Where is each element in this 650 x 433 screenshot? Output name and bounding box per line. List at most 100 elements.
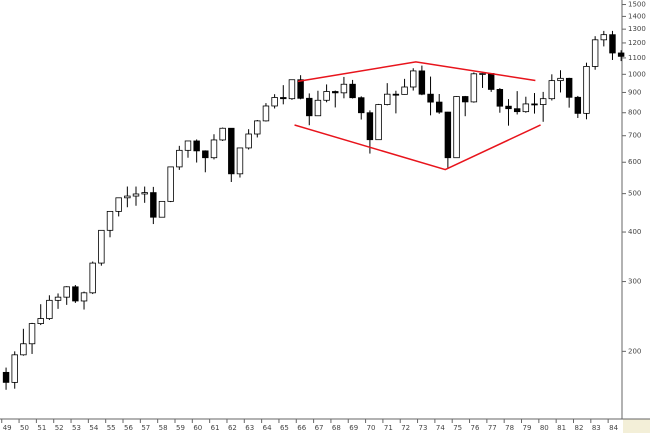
candle-body xyxy=(522,103,530,113)
candle-body xyxy=(366,112,374,141)
candle-body xyxy=(384,93,391,105)
x-tick-label: 69 xyxy=(349,424,358,432)
x-tick-label: 51 xyxy=(37,424,46,432)
candle-body xyxy=(349,83,356,99)
x-tick-label: 82 xyxy=(574,424,583,432)
trendline xyxy=(297,61,536,83)
candle-body xyxy=(410,70,417,88)
y-tick-label: 400 xyxy=(628,228,641,236)
candle-body xyxy=(479,73,486,75)
candle-body xyxy=(444,111,452,159)
x-tick-label: 66 xyxy=(297,424,306,432)
candle-body xyxy=(306,97,313,117)
x-tick-label: 60 xyxy=(193,424,202,432)
y-tick-label: 800 xyxy=(628,109,641,117)
candle-body xyxy=(358,97,365,114)
y-tick-label: 300 xyxy=(628,278,641,286)
candle-body xyxy=(141,192,148,195)
candle-body xyxy=(132,193,140,197)
x-tick-label: 83 xyxy=(592,424,601,432)
x-tick-label: 80 xyxy=(540,424,549,432)
y-tick-label: 700 xyxy=(628,132,641,140)
candle-body xyxy=(72,286,79,302)
x-tick-label: 65 xyxy=(280,424,289,432)
x-tick-label: 71 xyxy=(384,424,393,432)
candle-body xyxy=(565,77,573,98)
candle-body xyxy=(271,97,278,107)
x-tick-label: 57 xyxy=(141,424,150,432)
y-tick-label: 200 xyxy=(628,347,641,355)
candle-body xyxy=(37,318,44,324)
candle-body xyxy=(427,93,434,103)
x-tick-label: 76 xyxy=(471,424,480,432)
candle-body xyxy=(219,127,226,141)
y-tick-label: 900 xyxy=(628,88,641,96)
candle-body xyxy=(557,77,564,82)
x-tick-label: 72 xyxy=(401,424,410,432)
y-tick-label: 1300 xyxy=(628,25,646,33)
candle-body xyxy=(193,140,200,152)
x-tick-label: 56 xyxy=(124,424,133,432)
x-tick-label: 75 xyxy=(453,424,462,432)
x-tick-label: 74 xyxy=(436,424,445,432)
candle-body xyxy=(245,133,252,149)
x-tick-label: 81 xyxy=(557,424,566,432)
candle-body xyxy=(496,89,504,107)
candle-body xyxy=(254,120,261,135)
x-tick-label: 67 xyxy=(315,424,324,432)
y-tick-label: 500 xyxy=(628,190,641,198)
candle-body xyxy=(20,343,27,356)
x-tick-label: 78 xyxy=(505,424,514,432)
candle-body xyxy=(470,73,478,103)
x-tick-label: 59 xyxy=(176,424,185,432)
x-tick-label: 52 xyxy=(55,424,64,432)
candle-body xyxy=(280,97,287,100)
trendline xyxy=(294,124,541,171)
candle-body xyxy=(461,96,469,103)
candle-body xyxy=(505,105,512,110)
candle-body xyxy=(28,323,36,345)
candle-body xyxy=(392,93,400,96)
x-tick-label: 50 xyxy=(20,424,29,432)
x-tick-label: 84 xyxy=(609,424,618,432)
candle-body xyxy=(150,192,157,218)
x-tick-label: 73 xyxy=(419,424,428,432)
x-tick-label: 64 xyxy=(263,424,272,432)
candle-body xyxy=(228,127,235,175)
x-tick-label: 58 xyxy=(159,424,168,432)
candle-body xyxy=(583,66,590,114)
x-tick-label: 62 xyxy=(228,424,237,432)
candle-body xyxy=(609,34,616,54)
candle-body xyxy=(531,103,538,106)
candle-body xyxy=(202,150,209,159)
candle-body xyxy=(297,79,304,99)
candle-body xyxy=(539,98,547,105)
candle-body xyxy=(236,147,244,175)
candle-body xyxy=(574,96,582,114)
x-tick-label: 55 xyxy=(107,424,116,432)
candle-body xyxy=(340,83,348,94)
candle-body xyxy=(167,166,174,202)
candle-body xyxy=(401,86,408,95)
candle-body xyxy=(98,229,105,264)
candle-body xyxy=(184,140,192,151)
candle-body xyxy=(513,108,521,113)
candle-body xyxy=(487,73,495,90)
candle-body xyxy=(453,96,460,159)
candle-body xyxy=(176,149,183,168)
y-tick-label: 1000 xyxy=(628,70,646,78)
x-tick-label: 53 xyxy=(72,424,81,432)
y-tick-label: 1500 xyxy=(628,1,646,9)
candle-body xyxy=(80,292,88,302)
candle-body xyxy=(418,70,426,95)
candle-body xyxy=(54,296,62,301)
candle-body xyxy=(617,52,625,57)
corner-box xyxy=(623,419,650,433)
candle-body xyxy=(548,80,556,100)
x-tick-label: 70 xyxy=(367,424,376,432)
candle-body xyxy=(288,79,296,100)
x-tick-label: 68 xyxy=(332,424,341,432)
candle-body xyxy=(11,354,18,383)
